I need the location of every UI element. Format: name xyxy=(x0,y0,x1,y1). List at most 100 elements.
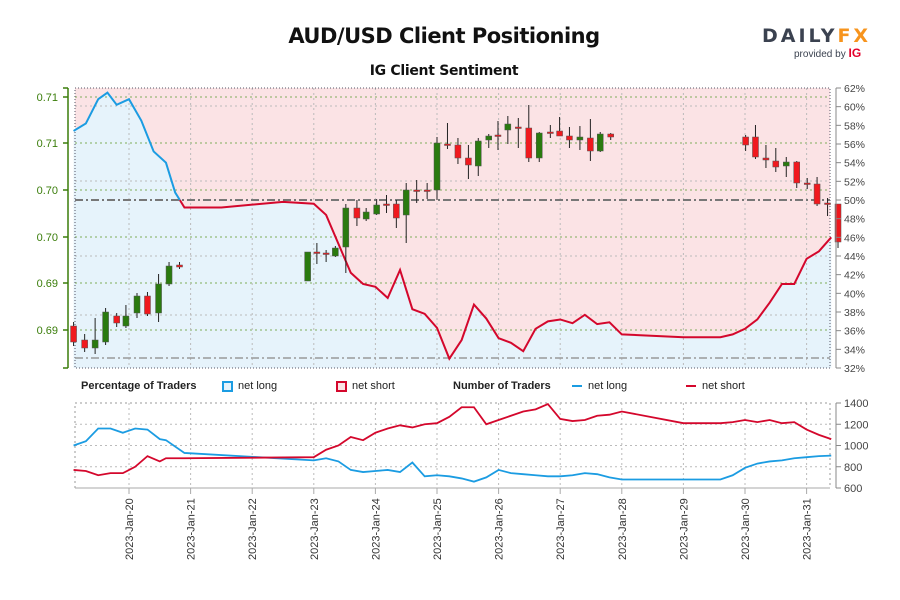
price-candle xyxy=(332,247,339,257)
net-long-region xyxy=(73,92,832,369)
price-candle xyxy=(383,203,390,206)
legend-num-long: net long xyxy=(572,380,627,392)
net-long-pct-line xyxy=(73,91,181,201)
price-candle xyxy=(102,311,109,343)
price-candle xyxy=(824,202,831,205)
price-candle xyxy=(525,127,533,159)
price-candle xyxy=(313,251,321,254)
date-tick-label: 2023-Jan-20 xyxy=(124,498,136,560)
percent-tick-label: 38% xyxy=(844,307,865,319)
percent-tick-label: 54% xyxy=(844,158,865,170)
date-tick-label: 2023-Jan-24 xyxy=(370,498,382,560)
legend-num-short: net short xyxy=(686,380,745,392)
date-tick-label: 2023-Jan-26 xyxy=(494,498,506,560)
price-candle xyxy=(373,204,380,215)
price-candle xyxy=(91,339,99,349)
price-candle xyxy=(342,207,350,248)
count-tick-label: 1200 xyxy=(844,419,868,431)
price-candle xyxy=(547,131,554,134)
percent-tick-label: 40% xyxy=(844,288,865,300)
percent-tick-label: 48% xyxy=(844,214,865,226)
price-candle xyxy=(515,126,522,129)
legend-num-title: Number of Traders xyxy=(453,380,551,392)
price-candle xyxy=(444,143,451,146)
price-candle xyxy=(596,133,604,152)
date-tick-label: 2023-Jan-25 xyxy=(432,498,444,560)
percent-tick-label: 44% xyxy=(844,251,865,263)
net-short-pct-line xyxy=(178,199,832,361)
percent-tick-label: 50% xyxy=(844,195,865,207)
price-candle xyxy=(402,189,410,216)
price-candle xyxy=(413,189,420,192)
count-tick-label: 1000 xyxy=(844,441,868,453)
price-candle xyxy=(536,132,543,159)
price-candle xyxy=(155,283,162,314)
price-candle xyxy=(465,157,472,166)
price-tick-label: 0.71 xyxy=(37,92,58,104)
percent-tick-label: 62% xyxy=(844,83,865,95)
price-candle xyxy=(81,339,88,349)
price-candle xyxy=(176,264,183,268)
date-tick-label: 2023-Jan-29 xyxy=(678,498,690,560)
price-candle xyxy=(70,325,77,343)
date-tick-label: 2023-Jan-30 xyxy=(740,498,752,560)
price-candle xyxy=(423,189,431,192)
price-candle xyxy=(113,315,120,324)
price-candle xyxy=(304,251,311,282)
dailyfx-logo: DAILYFX provided by IG xyxy=(762,25,872,60)
price-candle xyxy=(566,135,573,141)
price-candle xyxy=(144,295,151,315)
price-candle xyxy=(834,203,842,243)
price-tick-label: 0.70 xyxy=(37,185,58,197)
price-candle xyxy=(485,135,492,141)
net-long-line-icon xyxy=(572,385,582,387)
chart-title: AUD/USD Client Positioning xyxy=(288,24,600,48)
logo-ig-text: IG xyxy=(848,46,862,60)
price-candle xyxy=(783,161,790,167)
price-candle xyxy=(165,265,173,285)
percent-tick-label: 58% xyxy=(844,120,865,132)
price-candle xyxy=(803,182,811,185)
price-candle xyxy=(772,160,780,168)
price-candle xyxy=(576,136,584,141)
net-short-count-line xyxy=(73,402,832,477)
price-candle xyxy=(433,142,441,191)
logo-provided-by: provided by xyxy=(794,49,846,60)
price-candle xyxy=(122,315,130,327)
net-short-line-icon xyxy=(686,385,696,387)
price-candle xyxy=(393,203,400,219)
price-candle xyxy=(353,207,361,219)
count-tick-label: 1400 xyxy=(844,398,868,410)
net-short-swatch-icon xyxy=(336,380,347,392)
price-tick-label: 0.69 xyxy=(37,325,58,337)
percent-tick-label: 46% xyxy=(844,232,865,244)
legend-pct-title: Percentage of Traders xyxy=(81,380,197,392)
price-candle xyxy=(742,136,749,146)
date-tick-label: 2023-Jan-23 xyxy=(309,498,321,560)
net-long-count-line xyxy=(73,427,832,483)
price-candle xyxy=(475,140,482,167)
percent-tick-label: 52% xyxy=(844,176,865,188)
percent-tick-label: 34% xyxy=(844,344,865,356)
price-candle xyxy=(587,137,594,152)
price-candle xyxy=(494,134,502,137)
percent-tick-label: 36% xyxy=(844,326,865,338)
percent-tick-label: 56% xyxy=(844,139,865,151)
legend-pct-short: net short xyxy=(336,380,395,392)
price-candle xyxy=(504,123,512,131)
net-long-swatch-icon xyxy=(222,380,233,392)
price-candle xyxy=(793,161,800,184)
price-tick-label: 0.71 xyxy=(37,138,58,150)
date-tick-label: 2023-Jan-31 xyxy=(802,498,814,560)
percent-tick-label: 32% xyxy=(844,363,865,375)
price-tick-label: 0.69 xyxy=(37,278,58,290)
price-tick-label: 0.70 xyxy=(37,232,58,244)
logo-daily-text: DAILY xyxy=(762,25,838,47)
chart-subtitle: IG Client Sentiment xyxy=(369,63,519,79)
percent-tick-label: 60% xyxy=(844,102,865,114)
price-candle xyxy=(362,211,370,220)
date-tick-label: 2023-Jan-27 xyxy=(555,498,567,560)
price-candle xyxy=(607,133,614,138)
count-tick-label: 800 xyxy=(844,462,862,474)
